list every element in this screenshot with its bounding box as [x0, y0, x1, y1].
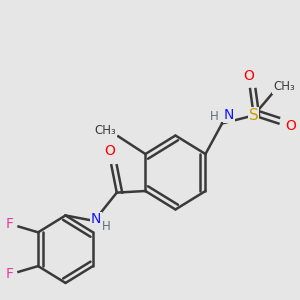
Text: O: O: [243, 69, 254, 82]
Text: O: O: [105, 144, 116, 158]
Text: CH₃: CH₃: [273, 80, 295, 93]
Text: N: N: [91, 212, 101, 226]
Text: F: F: [6, 267, 14, 281]
Text: CH₃: CH₃: [95, 124, 116, 137]
Text: H: H: [210, 110, 219, 123]
Text: S: S: [249, 108, 259, 123]
Text: F: F: [6, 217, 14, 231]
Text: N: N: [224, 108, 234, 122]
Text: O: O: [286, 119, 296, 133]
Text: H: H: [102, 220, 111, 233]
